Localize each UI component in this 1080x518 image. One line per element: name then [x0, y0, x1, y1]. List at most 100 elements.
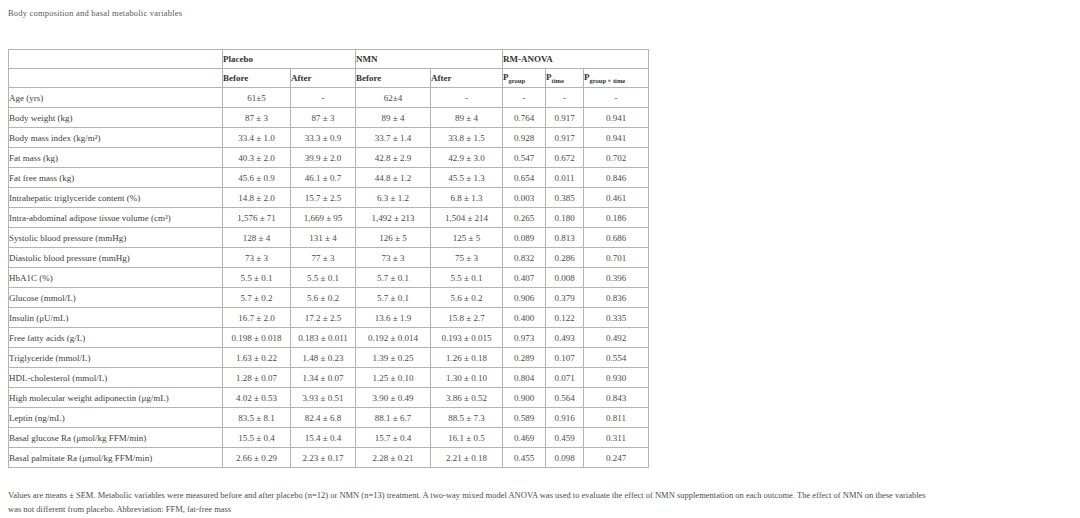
value-cell: 33.7 ± 1.4 — [356, 128, 431, 148]
value-cell: 75 ± 3 — [431, 248, 503, 268]
value-cell: 17.2 ± 2.5 — [291, 308, 356, 328]
value-cell: 0.846 — [584, 168, 649, 188]
value-cell: 5.7 ± 0.1 — [356, 288, 431, 308]
table-row: Age (yrs)61±5-62±4---- — [9, 88, 649, 108]
value-cell: 0.180 — [546, 208, 584, 228]
value-cell: 131 ± 4 — [291, 228, 356, 248]
sub-header-row: Before After Before After Pgroup Ptime P… — [9, 69, 649, 88]
value-cell: 0.183 ± 0.011 — [291, 328, 356, 348]
value-cell: 15.8 ± 2.7 — [431, 308, 503, 328]
row-label: Basal palmitate Ra (μmol/kg FFM/min) — [9, 448, 223, 468]
value-cell: 0.385 — [546, 188, 584, 208]
value-cell: 5.7 ± 0.2 — [223, 288, 291, 308]
col-header-p-group-x-time: Pgroup × time — [584, 69, 649, 88]
table-row: HbA1C (%)5.5 ± 0.15.5 ± 0.15.7 ± 0.15.5 … — [9, 268, 649, 288]
metabolic-variables-table: Placebo NMN RM-ANOVA Before After Before… — [8, 49, 649, 468]
p-sub: time — [552, 77, 564, 84]
table-body: Age (yrs)61±5-62±4----Body weight (kg)87… — [9, 88, 649, 468]
row-label: High molecular weight adiponectin (μg/mL… — [9, 388, 223, 408]
row-label: Intra-abdominal adipose tissue volume (c… — [9, 208, 223, 228]
value-cell: 0.554 — [584, 348, 649, 368]
value-cell: 3.86 ± 0.52 — [431, 388, 503, 408]
row-label: Fat mass (kg) — [9, 148, 223, 168]
value-cell: 33.4 ± 1.0 — [223, 128, 291, 148]
value-cell: 1.28 ± 0.07 — [223, 368, 291, 388]
value-cell: 88.1 ± 6.7 — [356, 408, 431, 428]
page: Body composition and basal metabolic var… — [0, 0, 1080, 518]
value-cell: 45.6 ± 0.9 — [223, 168, 291, 188]
table-row: Insulin (μU/mL)16.7 ± 2.017.2 ± 2.513.6 … — [9, 308, 649, 328]
table-row: Systolic blood pressure (mmHg)128 ± 4131… — [9, 228, 649, 248]
value-cell: 15.4 ± 0.4 — [291, 428, 356, 448]
value-cell: 42.9 ± 3.0 — [431, 148, 503, 168]
value-cell: 0.247 — [584, 448, 649, 468]
value-cell: 1.34 ± 0.07 — [291, 368, 356, 388]
value-cell: - — [546, 88, 584, 108]
value-cell: 125 ± 5 — [431, 228, 503, 248]
value-cell: 0.654 — [503, 168, 546, 188]
value-cell: 0.098 — [546, 448, 584, 468]
value-cell: 1,504 ± 214 — [431, 208, 503, 228]
value-cell: - — [503, 88, 546, 108]
value-cell: 0.469 — [503, 428, 546, 448]
value-cell: 0.186 — [584, 208, 649, 228]
value-cell: 0.003 — [503, 188, 546, 208]
table-row: Leptin (ng/mL)83.5 ± 8.182.4 ± 6.888.1 ±… — [9, 408, 649, 428]
value-cell: 77 ± 3 — [291, 248, 356, 268]
col-header-nmn-after: After — [431, 69, 503, 88]
value-cell: 0.107 — [546, 348, 584, 368]
value-cell: 89 ± 4 — [431, 108, 503, 128]
row-label: Intrahepatic triglyceride content (%) — [9, 188, 223, 208]
row-label: Insulin (μU/mL) — [9, 308, 223, 328]
value-cell: 0.289 — [503, 348, 546, 368]
row-label: HbA1C (%) — [9, 268, 223, 288]
table-title: Body composition and basal metabolic var… — [8, 8, 182, 18]
value-cell: 0.547 — [503, 148, 546, 168]
row-label: Body mass index (kg/m²) — [9, 128, 223, 148]
value-cell: 0.900 — [503, 388, 546, 408]
value-cell: 87 ± 3 — [223, 108, 291, 128]
corner-cell-sub — [9, 69, 223, 88]
value-cell: 0.941 — [584, 128, 649, 148]
value-cell: 40.3 ± 2.0 — [223, 148, 291, 168]
value-cell: 39.9 ± 2.0 — [291, 148, 356, 168]
value-cell: 0.192 ± 0.014 — [356, 328, 431, 348]
value-cell: 5.5 ± 0.1 — [223, 268, 291, 288]
value-cell: 16.1 ± 0.5 — [431, 428, 503, 448]
column-group-nmn: NMN — [356, 50, 503, 69]
row-label: Fat free mass (kg) — [9, 168, 223, 188]
column-group-rm-anova: RM-ANOVA — [503, 50, 649, 69]
table-row: HDL-cholesterol (mmol/L)1.28 ± 0.071.34 … — [9, 368, 649, 388]
value-cell: 42.8 ± 2.9 — [356, 148, 431, 168]
column-group-placebo: Placebo — [223, 50, 356, 69]
table-row: Glucose (mmol/L)5.7 ± 0.25.6 ± 0.25.7 ± … — [9, 288, 649, 308]
value-cell: 46.1 ± 0.7 — [291, 168, 356, 188]
value-cell: 0.811 — [584, 408, 649, 428]
value-cell: 0.813 — [546, 228, 584, 248]
value-cell: 0.804 — [503, 368, 546, 388]
value-cell: 13.6 ± 1.9 — [356, 308, 431, 328]
value-cell: 5.5 ± 0.1 — [431, 268, 503, 288]
value-cell: 15.5 ± 0.4 — [223, 428, 291, 448]
value-cell: 5.5 ± 0.1 — [291, 268, 356, 288]
value-cell: 0.916 — [546, 408, 584, 428]
value-cell: 15.7 ± 0.4 — [356, 428, 431, 448]
value-cell: 0.764 — [503, 108, 546, 128]
col-header-nmn-before: Before — [356, 69, 431, 88]
corner-cell — [9, 50, 223, 69]
row-label: Systolic blood pressure (mmHg) — [9, 228, 223, 248]
value-cell: 33.8 ± 1.5 — [431, 128, 503, 148]
value-cell: 0.564 — [546, 388, 584, 408]
row-label: Age (yrs) — [9, 88, 223, 108]
value-cell: 0.702 — [584, 148, 649, 168]
value-cell: 0.400 — [503, 308, 546, 328]
table-row: Diastolic blood pressure (mmHg)73 ± 377 … — [9, 248, 649, 268]
value-cell: 0.906 — [503, 288, 546, 308]
value-cell: 2.66 ± 0.29 — [223, 448, 291, 468]
value-cell: 0.311 — [584, 428, 649, 448]
table-row: Basal glucose Ra (μmol/kg FFM/min)15.5 ±… — [9, 428, 649, 448]
row-label: Free fatty acids (g/L) — [9, 328, 223, 348]
row-label: Diastolic blood pressure (mmHg) — [9, 248, 223, 268]
value-cell: 5.6 ± 0.2 — [431, 288, 503, 308]
value-cell: 0.407 — [503, 268, 546, 288]
